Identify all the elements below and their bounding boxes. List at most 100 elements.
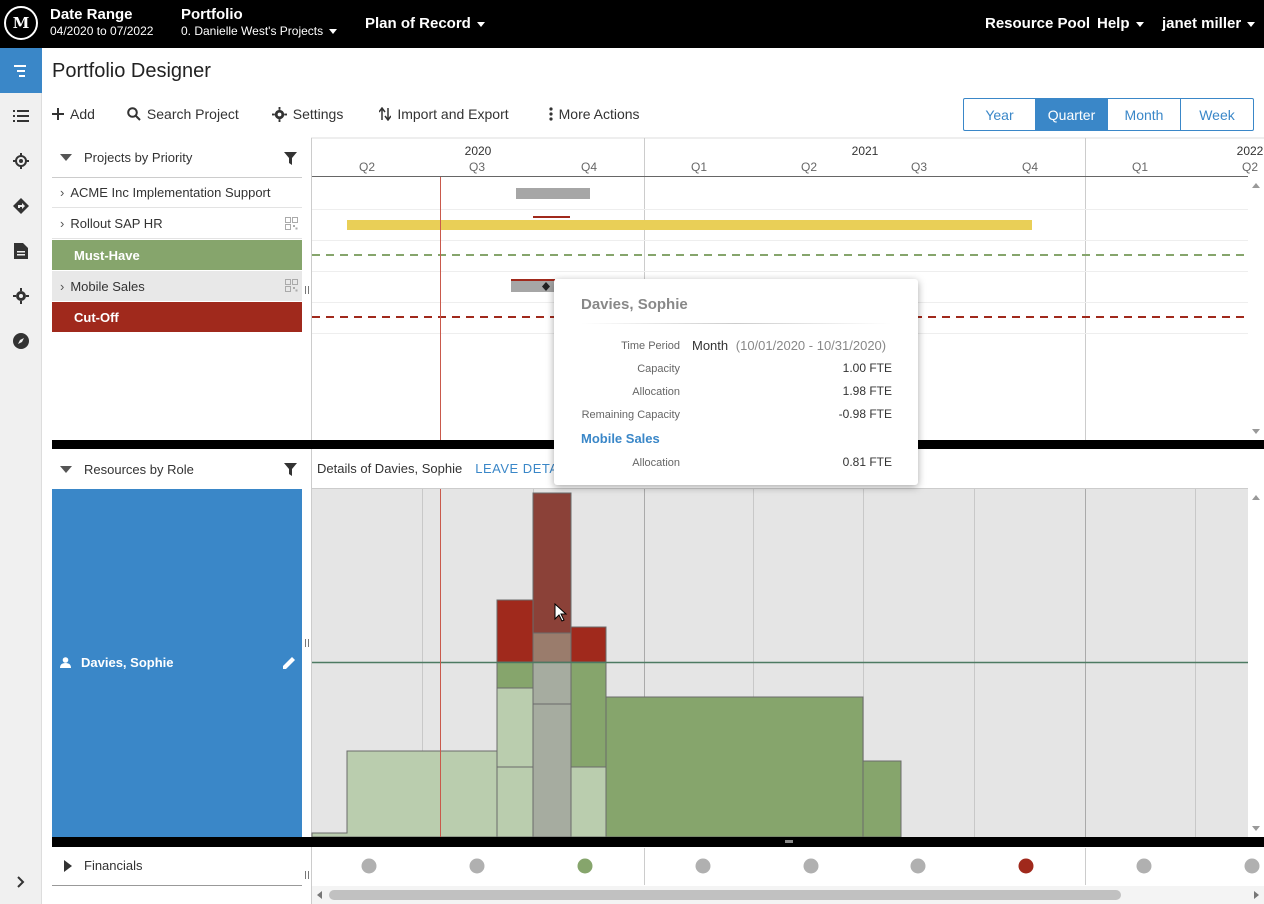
overallocation-bar[interactable]	[570, 626, 607, 663]
year-label-2020: 2020	[465, 144, 492, 158]
financial-indicator-dot[interactable]	[469, 858, 485, 874]
chevron-right-icon[interactable]	[0, 859, 42, 904]
gear-icon[interactable]	[0, 273, 42, 318]
directions-icon[interactable]	[0, 183, 42, 228]
timescale-week[interactable]: Week	[1199, 106, 1235, 123]
allocation-bar-green[interactable]	[862, 760, 902, 838]
portfolio-selector[interactable]: Portfolio 0. Danielle West's Projects	[181, 6, 338, 40]
splitter-grip[interactable]	[785, 840, 793, 843]
tooltip-time-period-range: (10/01/2020 - 10/31/2020)	[735, 338, 887, 353]
column-resize-handle[interactable]	[305, 286, 309, 294]
chevron-right-icon[interactable]: ›	[60, 185, 65, 200]
overallocation-bar-hover[interactable]	[532, 492, 572, 634]
person-icon	[60, 657, 71, 668]
mouse-cursor-icon	[554, 603, 568, 622]
financial-indicator-dot[interactable]	[1244, 858, 1260, 874]
column-resize-handle[interactable]	[305, 639, 309, 647]
allocation-stacks	[311, 492, 902, 838]
gantt-alert-mark	[533, 216, 570, 218]
add-label: Add	[70, 106, 95, 122]
must-have-band: Must-Have	[52, 240, 302, 270]
leave-details-link[interactable]: LEAVE DETAILS	[475, 461, 580, 476]
year-label-2022: 2022	[1237, 144, 1264, 158]
allocation-bar-light[interactable]	[496, 687, 534, 768]
timescale-year[interactable]: Year	[964, 99, 1036, 130]
filter-icon[interactable]	[284, 463, 297, 476]
qr-grid-icon[interactable]	[285, 279, 298, 292]
scroll-up-icon[interactable]	[1252, 183, 1260, 188]
financial-indicator-dot[interactable]	[803, 858, 819, 874]
compass-icon[interactable]	[0, 318, 42, 363]
project-label: ACME Inc Implementation Support	[70, 185, 271, 200]
search-project-button[interactable]: Search Project	[127, 106, 239, 122]
qr-grid-icon[interactable]	[285, 217, 298, 230]
help-menu[interactable]: Help	[1097, 15, 1144, 32]
allocation-bar-grey[interactable]	[532, 661, 572, 705]
settings-button[interactable]: Settings	[271, 106, 343, 122]
overallocation-bar[interactable]	[496, 599, 534, 663]
timescale-month[interactable]: Month	[1108, 99, 1181, 130]
plan-dropdown[interactable]: Plan of Record	[365, 15, 485, 32]
chevron-right-icon[interactable]: ›	[60, 216, 65, 231]
project-row-mobile-sales[interactable]: › Mobile Sales	[52, 271, 302, 301]
financial-indicator-dot[interactable]	[695, 858, 711, 874]
project-row-sap[interactable]: › Rollout SAP HR	[52, 209, 302, 239]
resources-panel-title: Resources by Role	[84, 461, 194, 477]
milestone-diamond-icon[interactable]	[542, 282, 550, 291]
scroll-down-icon[interactable]	[1252, 826, 1260, 831]
gantt-bar-acme[interactable]	[516, 188, 590, 199]
scroll-down-icon[interactable]	[1252, 429, 1260, 434]
collapse-triangle-icon[interactable]	[60, 154, 72, 161]
allocation-bar-green[interactable]	[496, 661, 534, 689]
app-logo[interactable]: M	[4, 6, 38, 40]
allocation-bar-grey[interactable]	[532, 703, 572, 838]
allocation-bar-light[interactable]	[570, 766, 607, 838]
scroll-right-icon[interactable]	[1254, 891, 1259, 899]
overallocation-bar-hover[interactable]	[532, 632, 572, 663]
main-content: Portfolio Designer Add Search Project Se…	[42, 48, 1264, 904]
allocation-bar-light[interactable]	[496, 766, 534, 838]
gantt-vertical-scrollbar[interactable]	[1252, 183, 1260, 434]
more-actions-button[interactable]: More Actions	[549, 106, 640, 122]
band-label: Must-Have	[74, 247, 140, 263]
financial-indicator-dot[interactable]	[577, 858, 593, 874]
resource-row-davies[interactable]: Davies, Sophie	[52, 489, 302, 837]
user-menu[interactable]: janet miller	[1162, 15, 1256, 32]
gantt-bar-sap[interactable]	[347, 220, 1032, 230]
project-row-acme[interactable]: › ACME Inc Implementation Support	[52, 178, 302, 208]
target-icon[interactable]	[0, 138, 42, 183]
allocation-tooltip: Davies, Sophie Time Period Month (10/01/…	[554, 279, 918, 485]
document-icon[interactable]	[0, 228, 42, 273]
tooltip-divider	[581, 323, 891, 324]
gear-icon	[271, 106, 287, 122]
filter-icon[interactable]	[284, 152, 297, 165]
panel-splitter[interactable]	[52, 837, 1264, 847]
financial-indicator-dot[interactable]	[1136, 858, 1152, 874]
resource-name: Davies, Sophie	[81, 655, 174, 670]
horizontal-scrollbar[interactable]	[312, 886, 1264, 904]
gantt-alert-mark	[511, 279, 555, 281]
edit-pencil-icon[interactable]	[282, 655, 297, 670]
import-export-button[interactable]: Import and Export	[379, 106, 509, 122]
expand-triangle-icon[interactable]	[64, 859, 72, 872]
financial-indicator-dot[interactable]	[1018, 858, 1034, 874]
scroll-left-icon[interactable]	[317, 891, 322, 899]
scrollbar-thumb[interactable]	[329, 890, 1121, 900]
add-button[interactable]: Add	[52, 106, 95, 122]
financials-header[interactable]: Financials	[52, 846, 302, 886]
gantt-bar-mobile-sales[interactable]	[511, 281, 555, 292]
collapse-triangle-icon[interactable]	[60, 465, 72, 473]
financial-indicator-dot[interactable]	[361, 858, 377, 874]
resource-pool-link[interactable]: Resource Pool	[985, 15, 1091, 32]
date-range-selector[interactable]: Date Range 04/2020 to 07/2022	[50, 6, 153, 40]
chevron-right-icon[interactable]: ›	[60, 278, 65, 294]
allocation-bar-green[interactable]	[605, 696, 864, 838]
quarter-label: Q2	[801, 160, 817, 174]
timeline-icon[interactable]	[0, 48, 42, 93]
list-icon[interactable]	[0, 93, 42, 138]
scroll-up-icon[interactable]	[1252, 495, 1260, 500]
timescale-quarter[interactable]: Quarter	[1036, 99, 1108, 130]
financial-indicator-dot[interactable]	[910, 858, 926, 874]
allocation-bar-green[interactable]	[570, 661, 607, 768]
column-resize-handle[interactable]	[305, 871, 309, 879]
